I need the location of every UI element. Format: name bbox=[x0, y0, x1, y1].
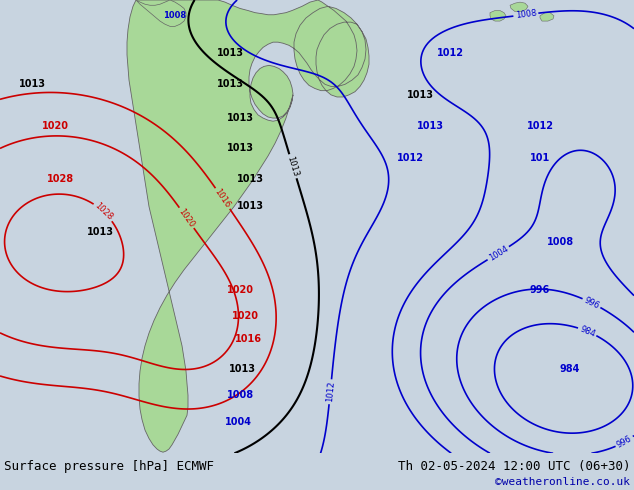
Text: 1013: 1013 bbox=[285, 155, 301, 178]
Polygon shape bbox=[510, 2, 528, 12]
Text: 1013: 1013 bbox=[228, 364, 256, 374]
Text: 1012: 1012 bbox=[526, 122, 553, 131]
Text: 984: 984 bbox=[578, 324, 597, 339]
Text: 1013: 1013 bbox=[216, 48, 243, 58]
Text: 1008: 1008 bbox=[226, 390, 254, 400]
Text: 1004: 1004 bbox=[487, 244, 510, 263]
Text: 1013: 1013 bbox=[417, 122, 444, 131]
Text: 996: 996 bbox=[583, 295, 600, 311]
Text: 1020: 1020 bbox=[231, 311, 259, 321]
Text: 101: 101 bbox=[530, 153, 550, 163]
Text: Surface pressure [hPa] ECMWF: Surface pressure [hPa] ECMWF bbox=[4, 460, 214, 473]
Text: 1013: 1013 bbox=[86, 227, 113, 237]
Text: 1004: 1004 bbox=[224, 416, 252, 427]
Text: 1008: 1008 bbox=[515, 9, 537, 21]
Text: Th 02-05-2024 12:00 UTC (06+30): Th 02-05-2024 12:00 UTC (06+30) bbox=[398, 460, 630, 473]
Text: 1012: 1012 bbox=[396, 153, 424, 163]
Polygon shape bbox=[540, 13, 554, 21]
Text: 1016: 1016 bbox=[213, 187, 232, 210]
Text: 996: 996 bbox=[616, 434, 633, 450]
Text: 996: 996 bbox=[530, 285, 550, 295]
Text: 1013: 1013 bbox=[406, 90, 434, 100]
Text: 1028: 1028 bbox=[46, 174, 74, 184]
Polygon shape bbox=[127, 0, 369, 452]
Text: 1020: 1020 bbox=[41, 122, 68, 131]
Text: ©weatheronline.co.uk: ©weatheronline.co.uk bbox=[495, 477, 630, 487]
Text: 1016: 1016 bbox=[235, 334, 261, 344]
Text: 1013: 1013 bbox=[236, 174, 264, 184]
Text: 1013: 1013 bbox=[226, 143, 254, 152]
Text: 1020: 1020 bbox=[226, 285, 254, 295]
Text: 984: 984 bbox=[560, 364, 580, 374]
Text: 1020: 1020 bbox=[177, 207, 197, 229]
Text: 1008: 1008 bbox=[164, 11, 186, 20]
Text: 1013: 1013 bbox=[18, 79, 46, 89]
Text: 1013: 1013 bbox=[236, 200, 264, 211]
Text: 1012: 1012 bbox=[436, 48, 463, 58]
Text: 1013: 1013 bbox=[216, 79, 243, 89]
Text: 1028: 1028 bbox=[93, 201, 114, 222]
Text: 1013: 1013 bbox=[226, 113, 254, 123]
Text: 1008: 1008 bbox=[547, 238, 574, 247]
Text: 1012: 1012 bbox=[325, 381, 336, 403]
Polygon shape bbox=[490, 11, 506, 21]
Polygon shape bbox=[136, 0, 186, 26]
